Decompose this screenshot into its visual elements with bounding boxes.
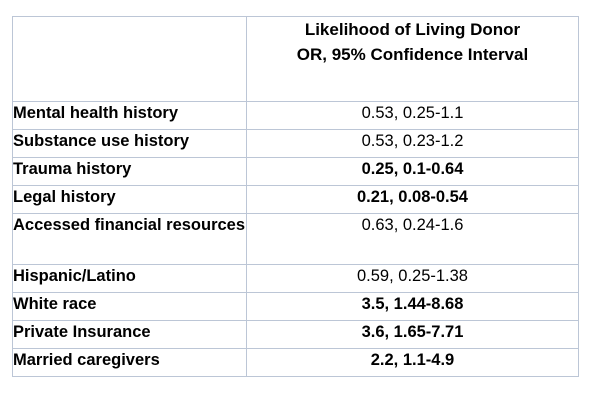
header-line-1: Likelihood of Living Donor — [304, 20, 521, 39]
row-label: White race — [12, 292, 247, 321]
header-line-2: OR, 95% Confidence Interval — [296, 45, 529, 64]
row-label: Legal history — [12, 185, 247, 214]
row-value: 0.53, 0.23-1.2 — [246, 129, 579, 158]
row-value: 0.25, 0.1-0.64 — [246, 157, 579, 186]
row-label: Accessed financial resources — [12, 213, 247, 265]
table-row: Accessed financial resources 0.63, 0.24-… — [12, 213, 579, 265]
row-value: 0.63, 0.24-1.6 — [246, 213, 579, 265]
header-row: Likelihood of Living Donor OR, 95% Confi… — [12, 16, 579, 102]
row-value: 2.2, 1.1-4.9 — [246, 348, 579, 377]
row-value: 0.53, 0.25-1.1 — [246, 101, 579, 130]
header-empty-cell — [12, 16, 247, 102]
table-row: Hispanic/Latino 0.59, 0.25-1.38 — [12, 264, 579, 293]
header-value-cell: Likelihood of Living Donor OR, 95% Confi… — [246, 16, 579, 102]
row-label: Private Insurance — [12, 320, 247, 349]
table-row: Married caregivers 2.2, 1.1-4.9 — [12, 348, 579, 377]
table-row: Legal history 0.21, 0.08-0.54 — [12, 185, 579, 214]
row-value: 0.59, 0.25-1.38 — [246, 264, 579, 293]
row-value: 0.21, 0.08-0.54 — [246, 185, 579, 214]
odds-ratio-table: Likelihood of Living Donor OR, 95% Confi… — [12, 16, 579, 377]
row-value: 3.6, 1.65-7.71 — [246, 320, 579, 349]
row-label: Hispanic/Latino — [12, 264, 247, 293]
row-label: Mental health history — [12, 101, 247, 130]
row-label: Married caregivers — [12, 348, 247, 377]
table-row: White race 3.5, 1.44-8.68 — [12, 292, 579, 321]
table-row: Trauma history 0.25, 0.1-0.64 — [12, 157, 579, 186]
table-row: Private Insurance 3.6, 1.65-7.71 — [12, 320, 579, 349]
row-value: 3.5, 1.44-8.68 — [246, 292, 579, 321]
table-row: Mental health history 0.53, 0.25-1.1 — [12, 101, 579, 130]
row-label: Substance use history — [12, 129, 247, 158]
table-row: Substance use history 0.53, 0.23-1.2 — [12, 129, 579, 158]
row-label: Trauma history — [12, 157, 247, 186]
